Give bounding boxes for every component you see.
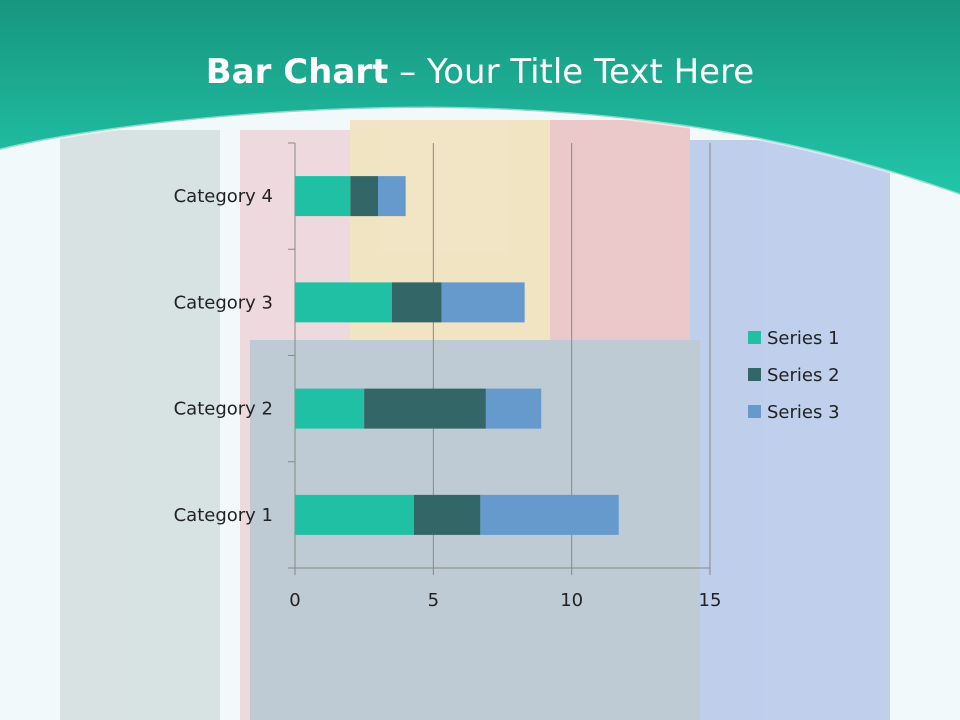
bar-series-1-category-2	[295, 388, 365, 429]
bar-series-3-category-2	[485, 388, 542, 429]
x-tick-label: 15	[699, 590, 722, 611]
category-label: Category 4	[174, 186, 273, 207]
x-tick-label: 5	[428, 590, 439, 611]
bar-series-2-category-1	[413, 494, 481, 535]
bar-series-1-category-4	[295, 176, 351, 217]
legend-swatch	[748, 405, 761, 418]
category-label: Category 1	[174, 505, 273, 526]
bar-series-3-category-1	[480, 494, 619, 535]
x-tick-label: 10	[560, 590, 583, 611]
bar-series-1-category-3	[295, 282, 392, 323]
x-tick-label: 0	[289, 590, 300, 611]
header-band	[0, 0, 960, 195]
bar-series-1-category-1	[295, 494, 414, 535]
legend-label: Series 3	[767, 402, 840, 423]
slide-title: Bar Chart – Your Title Text Here	[0, 52, 960, 92]
title-bold: Bar Chart	[205, 52, 389, 92]
legend-label: Series 1	[767, 328, 840, 349]
title-rest: – Your Title Text Here	[388, 52, 755, 92]
legend-swatch	[748, 368, 761, 381]
bar-series-2-category-2	[364, 388, 486, 429]
bar-series-2-category-3	[391, 282, 442, 323]
bar-series-3-category-4	[378, 176, 406, 217]
legend-swatch	[748, 331, 761, 344]
category-label: Category 3	[174, 292, 273, 313]
legend-label: Series 2	[767, 365, 840, 386]
category-label: Category 2	[174, 399, 273, 420]
bar-series-2-category-4	[350, 176, 378, 217]
bar-series-3-category-3	[441, 282, 525, 323]
